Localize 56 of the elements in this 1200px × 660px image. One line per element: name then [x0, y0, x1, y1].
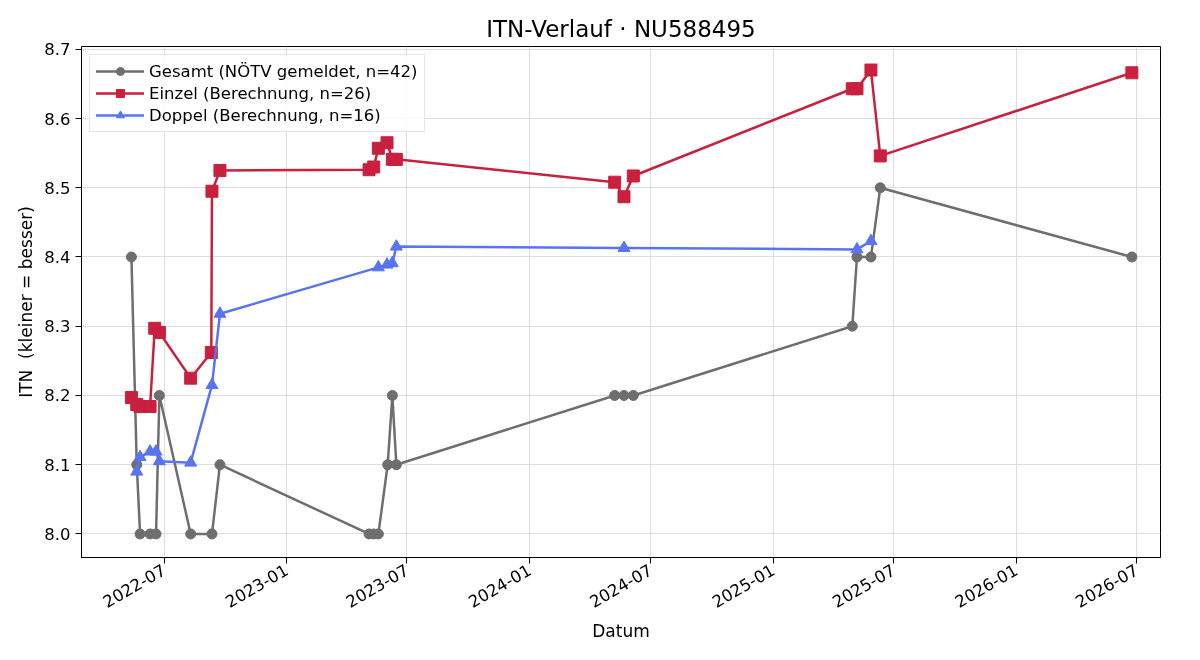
y-tick-label: 8.2 [44, 386, 71, 406]
point [626, 169, 640, 183]
y-tick-label: 8.7 [44, 40, 71, 60]
point [609, 389, 621, 401]
point [864, 233, 878, 246]
point [371, 259, 385, 272]
point [864, 63, 878, 77]
point [627, 389, 639, 401]
point [386, 389, 398, 401]
point [205, 377, 219, 390]
point [618, 389, 630, 401]
point [130, 464, 144, 476]
point [213, 163, 227, 177]
point [874, 182, 886, 194]
point [389, 239, 403, 251]
point [617, 240, 631, 252]
point [214, 459, 226, 471]
y-tick-label: 8.4 [44, 247, 71, 267]
point [389, 152, 403, 166]
point [213, 306, 227, 318]
chart-title: ITN-Verlauf · NU588495 [486, 15, 756, 42]
point [1126, 251, 1138, 263]
point [133, 449, 147, 462]
y-tick-label: 8.5 [44, 178, 71, 198]
point [184, 455, 198, 467]
point [850, 241, 864, 254]
legend-label: Gesamt (NÖTV gemeldet, n=42) [149, 61, 418, 81]
point [184, 371, 198, 385]
point [380, 136, 394, 150]
y-axis-title: ITN (kleiner = besser) [16, 206, 37, 398]
point [134, 528, 146, 540]
legend-label: Einzel (Berechnung, n=26) [149, 83, 372, 103]
point [153, 389, 165, 401]
point [617, 190, 631, 204]
legend-label: Doppel (Berechnung, n=16) [149, 105, 381, 125]
point [851, 251, 863, 263]
point [865, 251, 877, 263]
point [206, 528, 218, 540]
point [205, 184, 219, 198]
y-tick-label: 8.1 [44, 455, 71, 475]
point [846, 320, 858, 332]
point [608, 175, 622, 189]
y-tick-label: 8.6 [44, 109, 71, 129]
point [125, 251, 137, 263]
point [152, 325, 166, 339]
point [185, 528, 197, 540]
point [873, 149, 887, 163]
point [1125, 66, 1139, 80]
x-axis-title: Datum [592, 621, 650, 642]
point [149, 444, 163, 456]
point [367, 160, 381, 174]
point [850, 82, 864, 96]
point [152, 453, 166, 466]
y-tick-label: 8.0 [44, 524, 71, 544]
point [143, 400, 157, 414]
y-tick-label: 8.3 [44, 317, 71, 337]
